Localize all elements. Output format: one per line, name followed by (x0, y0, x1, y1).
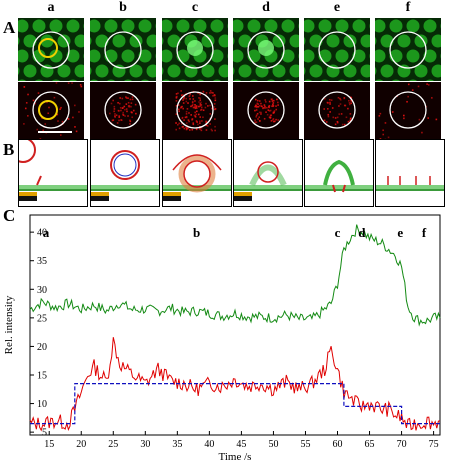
series-line-red (29, 337, 441, 432)
x-tick-label: 50 (268, 439, 278, 450)
x-tick-label: 65 (365, 439, 375, 450)
series-line-green (29, 224, 441, 327)
green-micrograph-c (162, 18, 228, 81)
column-letter-f: f (405, 0, 411, 15)
stage-label-e: e (397, 225, 403, 240)
schematic-e (304, 139, 374, 207)
schematic-f (375, 139, 445, 207)
x-tick-label: 45 (236, 439, 246, 450)
x-tick-label: 15 (44, 439, 54, 450)
x-tick-label: 20 (76, 439, 86, 450)
column-letter-e: e (333, 0, 341, 15)
schematic-b (90, 139, 160, 207)
region-circle-green-d (247, 31, 285, 69)
region-circle-green-a (32, 31, 70, 69)
y-tick-label: 30 (37, 285, 47, 296)
red-micrograph-d (233, 82, 299, 139)
column-letter-a: a (47, 0, 55, 15)
x-tick-label: 60 (333, 439, 343, 450)
panel-letter-a-main: A (3, 18, 16, 37)
stage-label-f: f (422, 225, 427, 240)
green-micrograph-d (233, 18, 299, 81)
x-tick-label: 35 (172, 439, 182, 450)
red-micrograph-c (162, 82, 228, 139)
x-axis-label: Time /s (219, 451, 252, 463)
schematic-c (162, 139, 232, 207)
red-micrograph-a (18, 82, 84, 139)
x-tick-label: 30 (140, 439, 150, 450)
stage-label-b: b (193, 225, 200, 240)
region-circle-green-f (389, 31, 427, 69)
x-tick-label: 70 (397, 439, 407, 450)
schematic-a (10, 137, 88, 207)
y-tick-label: 10 (37, 399, 47, 410)
green-micrograph-a (18, 18, 84, 81)
y-tick-label: 35 (37, 256, 47, 267)
schematic-d (233, 139, 303, 207)
y-tick-label: 20 (37, 342, 47, 353)
green-micrograph-e (304, 18, 370, 81)
stage-label-a: a (43, 225, 50, 240)
x-tick-label: 75 (429, 439, 439, 450)
y-tick-label: 40 (37, 228, 47, 239)
red-micrograph-b (90, 82, 156, 139)
green-micrograph-f (375, 18, 441, 81)
y-tick-label: 5 (42, 428, 47, 439)
column-letter-b: b (119, 0, 127, 15)
stage-label-c: c (335, 225, 341, 240)
red-micrograph-e (304, 82, 370, 139)
panel-letter-b-main: B (3, 140, 15, 159)
column-letter-d: d (262, 0, 270, 15)
x-tick-label: 40 (204, 439, 214, 450)
region-circle-green-b (104, 31, 142, 69)
y-axis-label: Rel. intensity (3, 295, 15, 354)
region-circle-green-c (176, 31, 214, 69)
y-tick-label: 25 (37, 313, 47, 324)
series-line-fit (30, 383, 440, 425)
column-letter-c: c (191, 0, 199, 15)
green-micrograph-b (90, 18, 156, 81)
x-tick-label: 25 (108, 439, 118, 450)
x-tick-label: 55 (300, 439, 310, 450)
y-tick-label: 15 (37, 371, 47, 382)
stage-label-d: d (358, 225, 366, 240)
panel-letter-c-main: C (3, 206, 16, 225)
chart-frame (29, 214, 441, 436)
intensity-chart: 15 20 25 30 35 40 45 50 55 60 65 70 75 5 10 15 20 25 30 35 4… (3, 214, 441, 463)
region-circle-green-e (318, 31, 356, 69)
red-micrograph-f (375, 82, 441, 139)
